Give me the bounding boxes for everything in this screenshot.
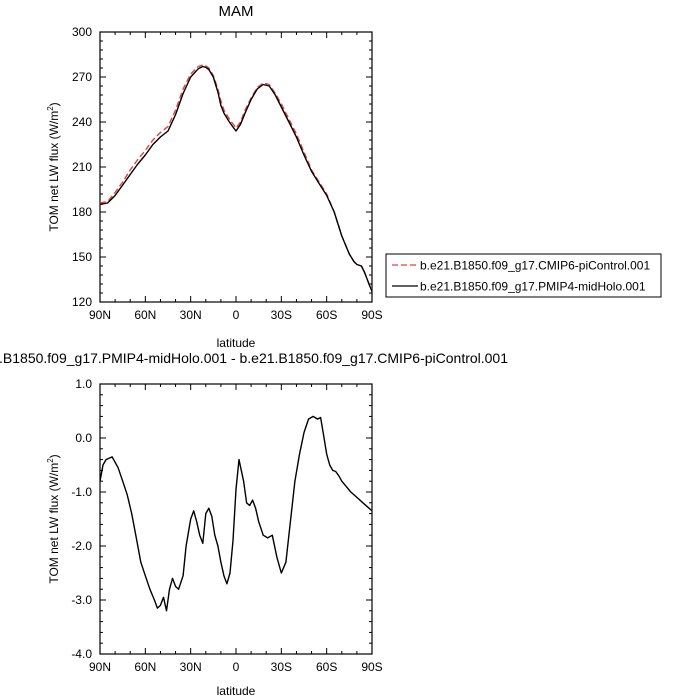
legend: b.e21.B1850.f09_g17.CMIP6-piControl.001 … xyxy=(385,253,662,298)
bottom-plot-frame xyxy=(99,383,373,655)
top-panel: MAM TOM net LW flux (W/m2) latitude 90N 6… xyxy=(46,3,383,350)
top-y-tick-label: 180 xyxy=(72,205,92,219)
bottom-x-axis-label: latitude xyxy=(217,684,256,698)
top-y-axis-label: TOM net LW flux (W/m2) xyxy=(46,102,61,231)
bottom-y-tick-label: 1.0 xyxy=(75,377,92,391)
bottom-x-tick-label: 90N xyxy=(89,660,111,674)
bottom-x-tick-label: 0 xyxy=(233,660,240,674)
top-plot-frame xyxy=(99,31,373,303)
top-x-tick-label: 60S xyxy=(316,308,337,322)
bottom-y-tick-label: -1.0 xyxy=(71,485,92,499)
top-series-line-1 xyxy=(100,65,372,292)
top-chart-title: MAM xyxy=(219,3,254,20)
bottom-x-tick-label: 30N xyxy=(180,660,202,674)
bottom-chart-title: b.e21.B1850.f09_g17.PMIP4-midHolo.001 - … xyxy=(0,350,508,366)
legend-label-picontrol: b.e21.B1850.f09_g17.CMIP6-piControl.001 xyxy=(420,259,650,273)
top-y-tick-label: 210 xyxy=(72,160,92,174)
top-y-tick-label: 240 xyxy=(72,115,92,129)
bottom-x-tick-label: 60S xyxy=(316,660,337,674)
bottom-x-tick-label: 90S xyxy=(361,660,382,674)
top-series-line-0 xyxy=(100,64,372,291)
bottom-x-tick-label: 30S xyxy=(271,660,292,674)
top-y-tick-label: 300 xyxy=(72,25,92,39)
top-x-tick-label: 90S xyxy=(361,308,382,322)
top-x-tick-label: 0 xyxy=(233,308,240,322)
bottom-y-axis-label: TOM net LW flux (W/m2) xyxy=(46,454,61,583)
bottom-series-line-0 xyxy=(100,415,372,612)
top-x-tick-label: 60N xyxy=(134,308,156,322)
top-y-tick-label: 120 xyxy=(72,295,92,309)
bottom-panel: b.e21.B1850.f09_g17.PMIP4-midHolo.001 - … xyxy=(0,350,508,698)
bottom-x-tick-label: 60N xyxy=(134,660,156,674)
top-y-tick-label: 270 xyxy=(72,70,92,84)
top-x-axis-label: latitude xyxy=(217,336,256,350)
bottom-y-tick-label: -2.0 xyxy=(71,539,92,553)
bottom-y-tick-label: -3.0 xyxy=(71,593,92,607)
top-x-tick-label: 30S xyxy=(271,308,292,322)
top-x-tick-label: 30N xyxy=(180,308,202,322)
bottom-y-tick-label: 0.0 xyxy=(75,431,92,445)
top-x-tick-label: 90N xyxy=(89,308,111,322)
bottom-y-tick-label: -4.0 xyxy=(71,647,92,661)
legend-box xyxy=(385,253,662,298)
top-y-tick-label: 150 xyxy=(72,250,92,264)
legend-label-midholo: b.e21.B1850.f09_g17.PMIP4-midHolo.001 xyxy=(420,280,646,294)
